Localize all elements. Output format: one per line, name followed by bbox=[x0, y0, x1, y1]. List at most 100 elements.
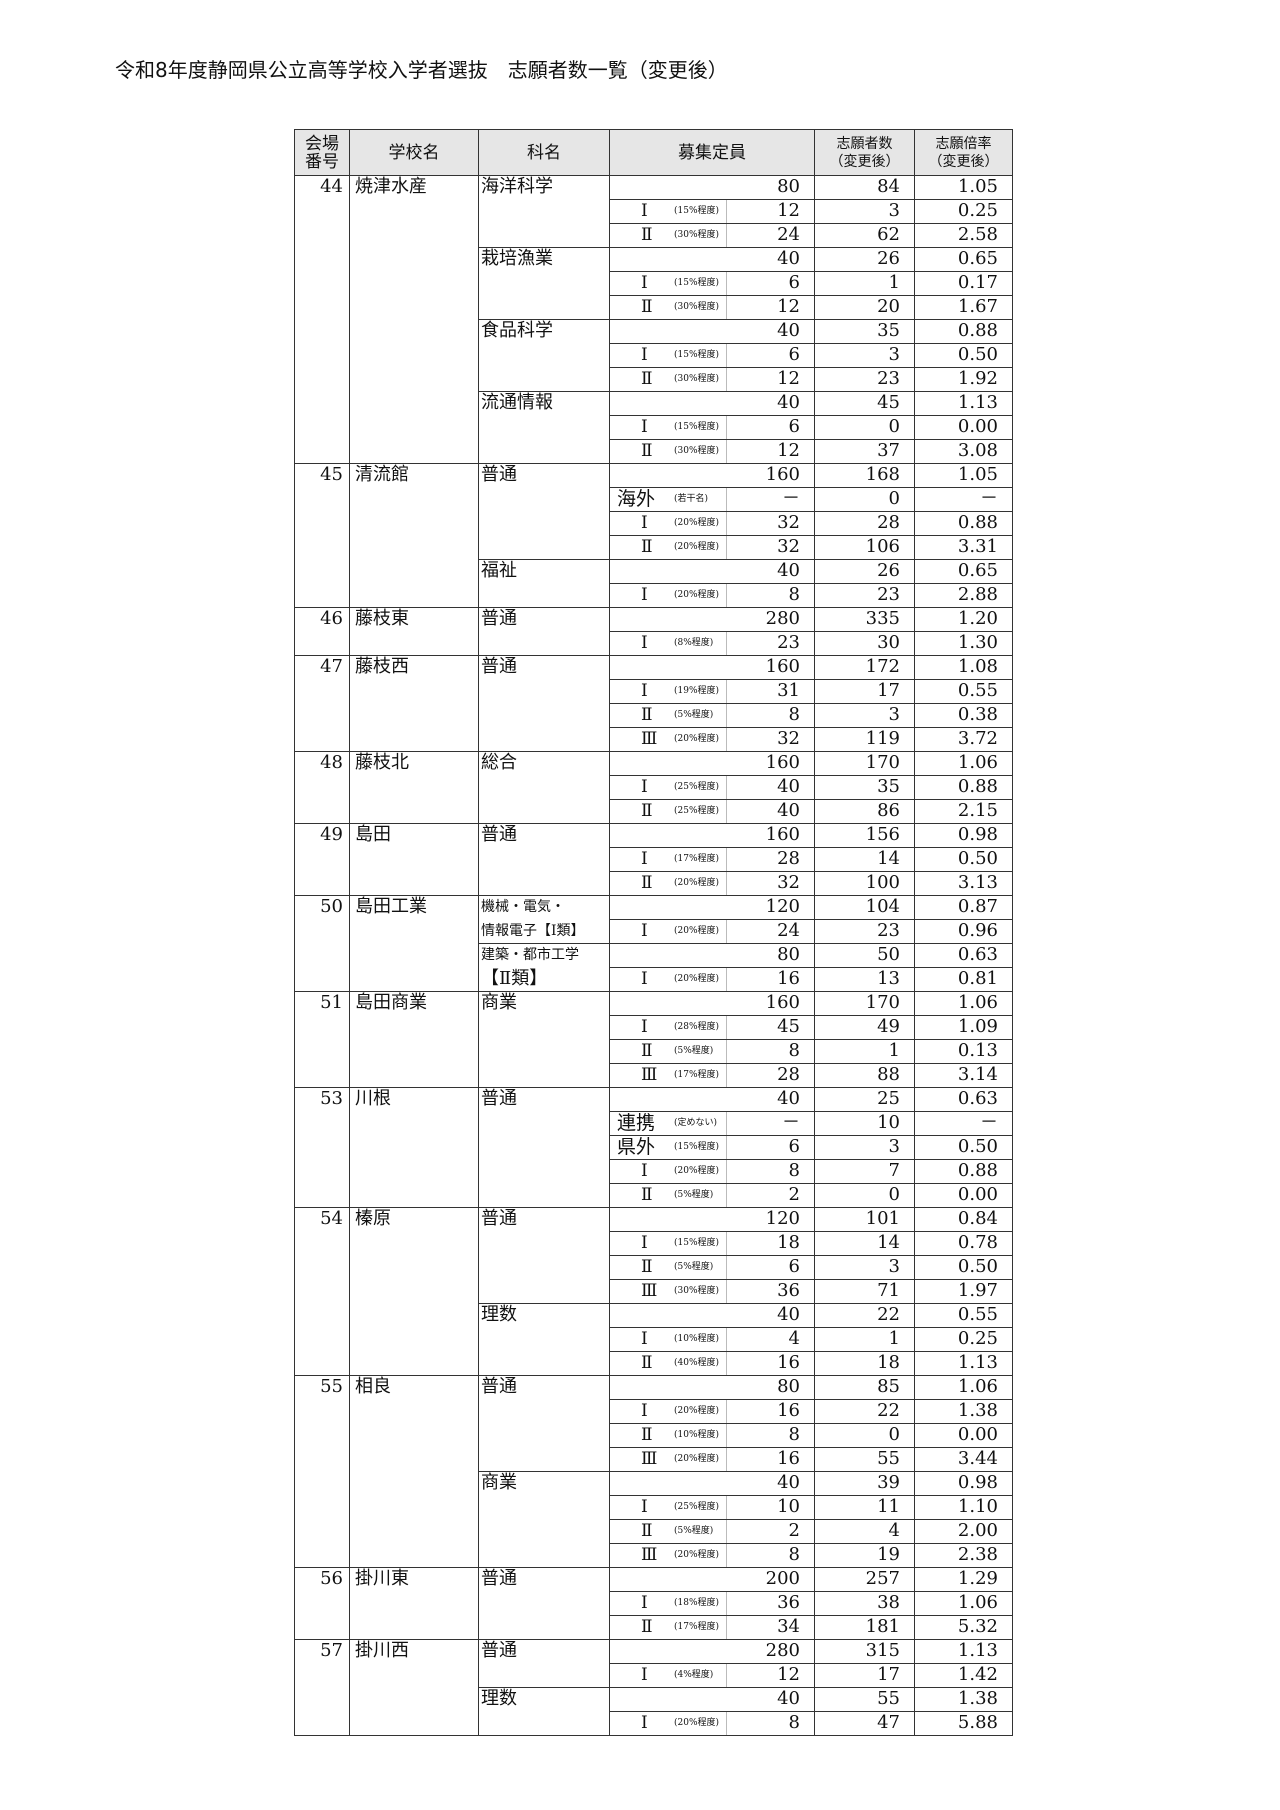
applicants: 170 bbox=[865, 992, 900, 1013]
quota-note: (20%程度) bbox=[674, 1166, 720, 1176]
applicants: 0 bbox=[888, 1184, 900, 1205]
quota-type: Ⅲ bbox=[641, 1281, 658, 1301]
ratio: 1.05 bbox=[957, 176, 998, 197]
note-separator bbox=[726, 1520, 727, 1543]
applicants: 17 bbox=[877, 680, 900, 701]
applicants: 257 bbox=[865, 1568, 900, 1589]
quota-note: (5%程度) bbox=[674, 710, 714, 720]
quota: 2 bbox=[788, 1520, 800, 1541]
quota: － bbox=[782, 488, 800, 509]
school-name: 焼津水産 bbox=[355, 176, 427, 197]
quota: 120 bbox=[765, 1208, 800, 1229]
header-text: 志願倍率 bbox=[935, 135, 992, 152]
quota: 80 bbox=[777, 944, 800, 965]
note-separator bbox=[726, 584, 727, 607]
quota: 40 bbox=[777, 776, 800, 797]
applicants: 23 bbox=[877, 584, 900, 605]
note-separator bbox=[726, 1352, 727, 1375]
applicants: 3 bbox=[888, 1256, 900, 1277]
quota: 40 bbox=[777, 800, 800, 821]
note-separator bbox=[726, 200, 727, 223]
applicants: 14 bbox=[877, 1232, 900, 1253]
quota-note: (15%程度) bbox=[674, 1142, 720, 1152]
quota: 160 bbox=[765, 464, 800, 485]
quota: 12 bbox=[777, 200, 800, 221]
applicants: 181 bbox=[865, 1616, 900, 1637]
quota-type: Ⅱ bbox=[641, 1185, 653, 1205]
subject-name: 商業 bbox=[481, 1472, 517, 1493]
applicants: 1 bbox=[888, 1328, 900, 1349]
subject-name: 普通 bbox=[481, 1088, 517, 1109]
header-text: 志願者数 bbox=[836, 135, 893, 152]
applicants: 25 bbox=[877, 1088, 900, 1109]
applicants: 47 bbox=[877, 1712, 900, 1733]
quota: 6 bbox=[788, 272, 800, 293]
note-separator bbox=[726, 1256, 727, 1279]
applicants: 71 bbox=[877, 1280, 900, 1301]
subject-name: 理数 bbox=[481, 1304, 517, 1325]
quota-type: Ⅱ bbox=[641, 1257, 653, 1277]
school-name: 島田 bbox=[355, 824, 391, 845]
subject-name: 商業 bbox=[481, 992, 517, 1013]
note-separator bbox=[726, 368, 727, 391]
school-number: 46 bbox=[320, 608, 343, 629]
applicants: 45 bbox=[877, 392, 900, 413]
quota: 160 bbox=[765, 656, 800, 677]
applicants: 26 bbox=[877, 248, 900, 269]
ratio: 2.38 bbox=[957, 1544, 998, 1565]
quota-type: Ⅰ bbox=[641, 1665, 648, 1685]
quota: 160 bbox=[765, 992, 800, 1013]
subject-name: 普通 bbox=[481, 464, 517, 485]
note-separator bbox=[726, 704, 727, 727]
quota: 40 bbox=[777, 1088, 800, 1109]
quota-note: (定めない) bbox=[674, 1118, 718, 1128]
quota: 8 bbox=[788, 1712, 800, 1733]
subject-name: 栽培漁業 bbox=[481, 248, 553, 269]
applicants: 3 bbox=[888, 200, 900, 221]
school-name-cell bbox=[349, 175, 479, 464]
quota: 40 bbox=[777, 1688, 800, 1709]
ratio: 0.98 bbox=[957, 1472, 998, 1493]
quota-note: (25%程度) bbox=[674, 782, 720, 792]
subject-name: 流通情報 bbox=[481, 392, 553, 413]
school-name-cell bbox=[349, 1375, 479, 1568]
applicants: 3 bbox=[888, 704, 900, 725]
ratio: 0.65 bbox=[957, 560, 998, 581]
school-name-cell bbox=[349, 1207, 479, 1376]
header-cell: 学校名 bbox=[349, 129, 479, 176]
note-separator bbox=[726, 1160, 727, 1183]
quota: 6 bbox=[788, 1256, 800, 1277]
quota-note: (20%程度) bbox=[674, 974, 720, 984]
ratio: 3.14 bbox=[957, 1064, 998, 1085]
quota: 16 bbox=[777, 968, 800, 989]
applicants: 0 bbox=[888, 1424, 900, 1445]
quota: 32 bbox=[777, 512, 800, 533]
quota-note: (15%程度) bbox=[674, 422, 720, 432]
ratio: 3.08 bbox=[957, 440, 998, 461]
ratio: 0.88 bbox=[957, 512, 998, 533]
note-separator bbox=[726, 920, 727, 943]
quota-type: Ⅰ bbox=[641, 777, 648, 797]
ratio: 1.30 bbox=[957, 632, 998, 653]
note-separator bbox=[726, 440, 727, 463]
subject-name: 普通 bbox=[481, 824, 517, 845]
school-number: 57 bbox=[320, 1640, 343, 1661]
ratio: 1.13 bbox=[957, 392, 998, 413]
applicants: 86 bbox=[877, 800, 900, 821]
quota-type: Ⅱ bbox=[641, 873, 653, 893]
applicants: 14 bbox=[877, 848, 900, 869]
ratio: 1.92 bbox=[957, 368, 998, 389]
quota-type: Ⅰ bbox=[641, 1233, 648, 1253]
applicants: 156 bbox=[865, 824, 900, 845]
quota: 16 bbox=[777, 1352, 800, 1373]
ratio: 0.63 bbox=[957, 1088, 998, 1109]
ratio: － bbox=[980, 488, 998, 509]
quota: 10 bbox=[777, 1496, 800, 1517]
ratio: 1.29 bbox=[957, 1568, 998, 1589]
quota-note: (15%程度) bbox=[674, 350, 720, 360]
quota-type: Ⅰ bbox=[641, 201, 648, 221]
quota-note: (20%程度) bbox=[674, 542, 720, 552]
note-separator bbox=[726, 1448, 727, 1471]
quota: 28 bbox=[777, 848, 800, 869]
note-separator bbox=[726, 1016, 727, 1039]
